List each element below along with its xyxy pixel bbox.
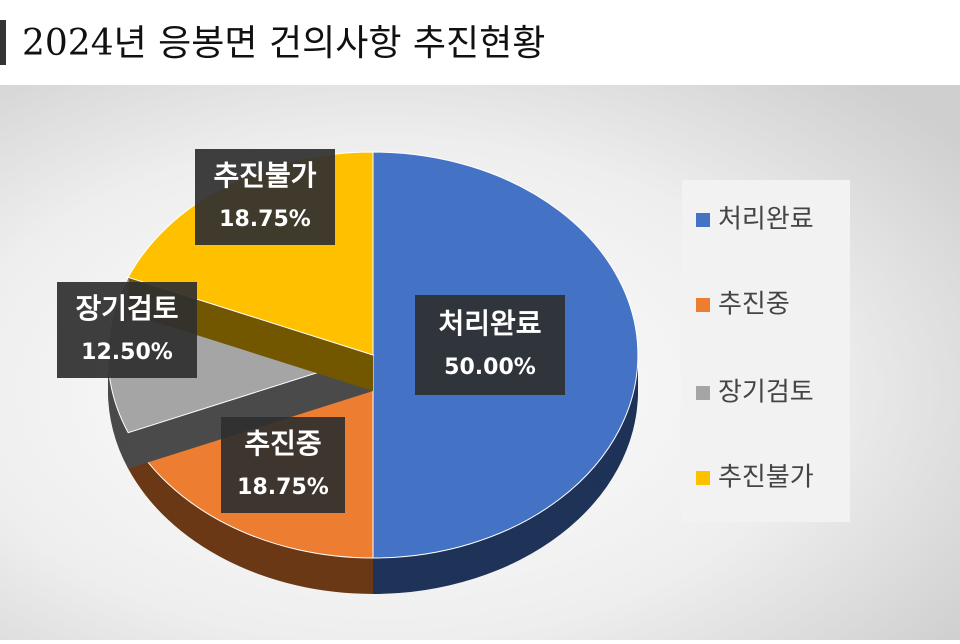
legend-marker bbox=[696, 471, 710, 485]
title-bar bbox=[0, 20, 6, 65]
legend-marker bbox=[696, 386, 710, 400]
chart-title: 2024년 응봉면 건의사항 추진현황 bbox=[22, 23, 545, 64]
legend-label: 장기검토 bbox=[718, 378, 814, 408]
data-label-category: 장기검토 bbox=[75, 292, 178, 325]
legend-marker bbox=[696, 298, 710, 312]
data-label-box bbox=[195, 149, 335, 245]
data-label-box bbox=[415, 295, 565, 395]
data-label-category: 추진중 bbox=[244, 427, 321, 460]
data-label-box bbox=[221, 417, 345, 513]
data-label-value: 12.50% bbox=[81, 340, 173, 365]
legend-label: 추진중 bbox=[718, 290, 790, 320]
legend-marker bbox=[696, 213, 710, 227]
legend-box bbox=[682, 180, 850, 522]
data-label-value: 18.75% bbox=[219, 207, 311, 232]
data-label-value: 18.75% bbox=[237, 475, 329, 500]
data-label-category: 처리완료 bbox=[438, 307, 541, 340]
legend-label: 추진불가 bbox=[718, 463, 814, 493]
data-label-box bbox=[57, 282, 197, 378]
legend-label: 처리완료 bbox=[718, 205, 814, 235]
data-label-value: 50.00% bbox=[444, 355, 536, 380]
data-label-category: 추진불가 bbox=[213, 159, 316, 192]
